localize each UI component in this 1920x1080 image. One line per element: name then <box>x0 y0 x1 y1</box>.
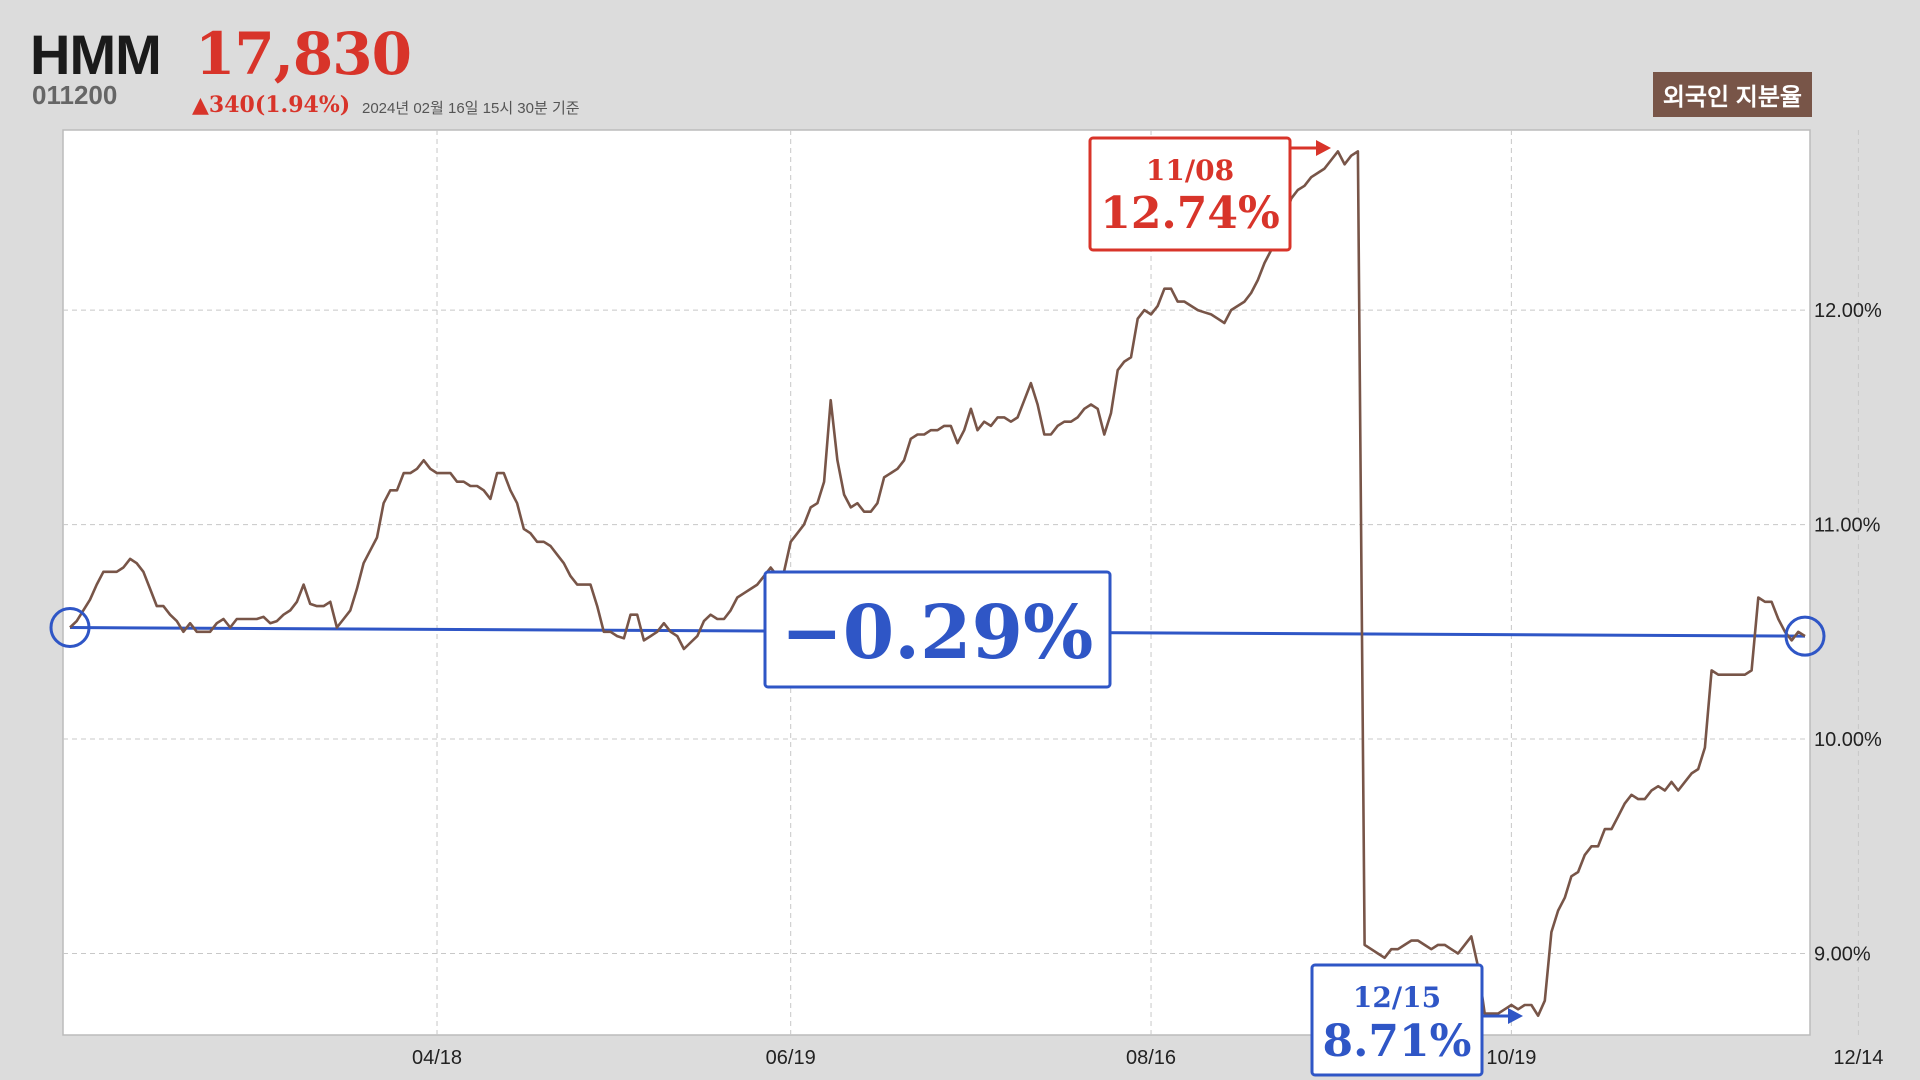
stock-price: 17,830 <box>195 20 412 88</box>
low-date: 12/15 <box>1353 981 1441 1014</box>
end-marker <box>1784 615 1826 657</box>
stock-name: HMM <box>30 23 162 86</box>
as-of-timestamp: 2024년 02월 16일 15시 30분 기준 <box>362 100 580 117</box>
y-tick-label: 10.00% <box>1814 729 1882 751</box>
x-tick-label: 10/19 <box>1486 1047 1536 1069</box>
start-marker <box>49 607 91 649</box>
change-annotation: −0.29% <box>763 570 1112 689</box>
low-value: 8.71% <box>1323 1016 1472 1067</box>
chart-header: HMM 17,830 011200 ▲340(1.94%) 2024년 02월 … <box>0 0 1920 130</box>
series-line <box>69 150 1806 1018</box>
high-date: 11/08 <box>1146 154 1234 187</box>
metric-badge: 외국인 지분율 <box>1652 72 1812 117</box>
high-arrowhead <box>1316 140 1331 156</box>
x-tick-label: 12/14 <box>1833 1047 1883 1069</box>
y-tick-label: 12.00% <box>1814 300 1882 322</box>
x-axis-ticks: 04/18 06/19 08/16 10/19 12/14 <box>412 1047 1883 1069</box>
x-tick-label: 06/19 <box>766 1047 816 1069</box>
high-annotation: 11/08 12.74% <box>1088 136 1331 252</box>
low-arrowhead <box>1508 1008 1523 1024</box>
high-box <box>1088 136 1292 252</box>
low-annotation: 12/15 8.71% <box>1310 963 1523 1077</box>
high-value: 12.74% <box>1100 188 1280 239</box>
x-tick-label: 08/16 <box>1126 1047 1176 1069</box>
y-axis-ticks: 9.00% 10.00% 11.00% 12.00% <box>1814 300 1882 965</box>
change-value: −0.29% <box>781 590 1094 676</box>
y-tick-label: 11.00% <box>1814 515 1881 537</box>
low-box <box>1310 963 1484 1077</box>
y-tick-label: 9.00% <box>1814 944 1871 966</box>
stock-code: 011200 <box>32 80 118 110</box>
x-tick-label: 04/18 <box>412 1047 462 1069</box>
price-change: ▲340(1.94%) <box>192 92 351 118</box>
change-box <box>763 570 1112 689</box>
